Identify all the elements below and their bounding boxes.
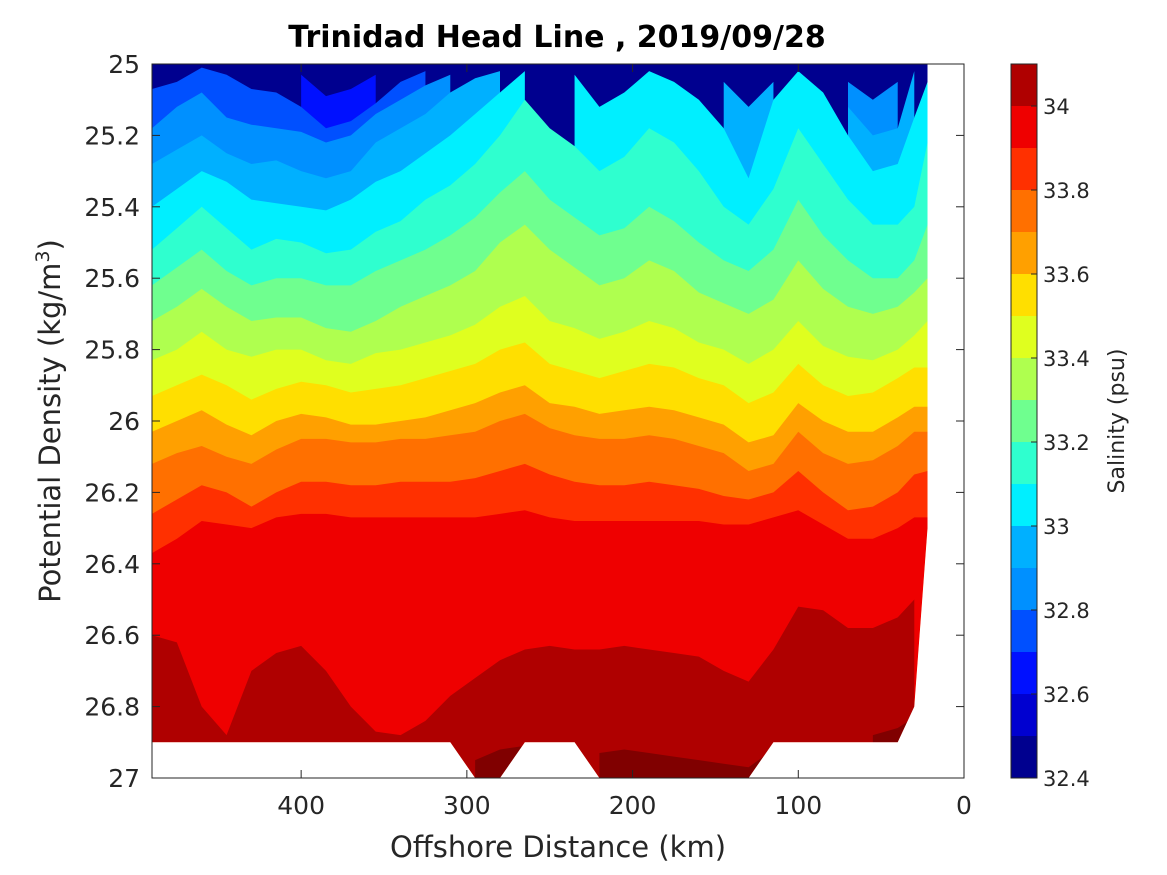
- contour-band-34.1: [599, 742, 774, 778]
- colorbar-tick-label: 33: [1043, 515, 1070, 539]
- colorbar-tick-label: 33.4: [1043, 347, 1090, 371]
- colorbar-segment: [1011, 274, 1037, 316]
- y-tick-label: 26.4: [84, 550, 140, 579]
- colorbar-ticks: 32.4 32.6 32.8 33 33.2 33.4 33.6 33.8 34: [1031, 95, 1090, 791]
- colorbar-segment: [1011, 64, 1037, 106]
- colorbar-tick-label: 32.6: [1043, 683, 1090, 707]
- x-tick-label: 400: [277, 791, 325, 820]
- colorbar-segment: [1011, 148, 1037, 190]
- y-tick-label: 26.8: [84, 693, 140, 722]
- x-axis-ticks: 400 300 200 100 0: [277, 64, 972, 820]
- colorbar-segment: [1011, 484, 1037, 526]
- y-tick-label: 27: [108, 764, 140, 793]
- y-tick-label: 26.2: [84, 478, 140, 507]
- colorbar-segment: [1011, 232, 1037, 274]
- colorbar-segment: [1011, 106, 1037, 148]
- contour-fill-layers: [152, 64, 964, 778]
- colorbar-tick-label: 32.8: [1043, 599, 1090, 623]
- x-tick-label: 100: [774, 791, 822, 820]
- y-tick-label: 25.6: [84, 264, 140, 293]
- y-tick-label: 25.2: [84, 121, 140, 150]
- colorbar-segment: [1011, 652, 1037, 694]
- colorbar-segment: [1011, 316, 1037, 358]
- y-axis-ticks: 25 25.2 25.4 25.6 25.8 26 26.2 26.4 26.6 26.8 27: [84, 50, 964, 793]
- colorbar-segment: [1011, 358, 1037, 400]
- chart-title: Trinidad Head Line , 2019/09/28: [288, 20, 825, 55]
- colorbar: [1011, 64, 1037, 778]
- colorbar-tick-label: 34: [1043, 95, 1070, 119]
- colorbar-segment: [1011, 190, 1037, 232]
- colorbar-segment: [1011, 610, 1037, 652]
- y-tick-label: 25.8: [84, 336, 140, 365]
- y-tick-label: 26.6: [84, 621, 140, 650]
- colorbar-tick-label: 33.6: [1043, 263, 1090, 287]
- y-axis-label-superscript: 3: [32, 250, 54, 262]
- y-tick-label: 25: [108, 50, 140, 79]
- y-axis-label-close: ): [33, 239, 67, 250]
- x-axis-label: Offshore Distance (km): [390, 830, 726, 864]
- y-axis-label: Potential Density (kg/m3): [32, 239, 67, 603]
- contour-band-34: [152, 599, 915, 778]
- y-axis-label-main: Potential Density (kg/m: [33, 263, 67, 603]
- y-tick-label: 26: [108, 407, 140, 436]
- colorbar-frame: [1010, 63, 1038, 779]
- contour-band-34.1: [475, 742, 525, 778]
- colorbar-tick-label: 32.4: [1043, 767, 1090, 791]
- colorbar-segment: [1011, 442, 1037, 484]
- colorbar-segment: [1011, 736, 1037, 778]
- y-tick-label: 25.4: [84, 193, 140, 222]
- colorbar-tick-label: 33.8: [1043, 179, 1090, 203]
- colorbar-label: Salinity (psu): [1105, 349, 1130, 494]
- colorbar-tick-label: 33.2: [1043, 431, 1090, 455]
- colorbar-segment: [1011, 526, 1037, 568]
- colorbar-segment: [1011, 568, 1037, 610]
- x-tick-label: 0: [956, 791, 972, 820]
- x-tick-label: 200: [609, 791, 657, 820]
- x-tick-label: 300: [443, 791, 491, 820]
- colorbar-segment: [1011, 694, 1037, 736]
- colorbar-segment: [1011, 400, 1037, 442]
